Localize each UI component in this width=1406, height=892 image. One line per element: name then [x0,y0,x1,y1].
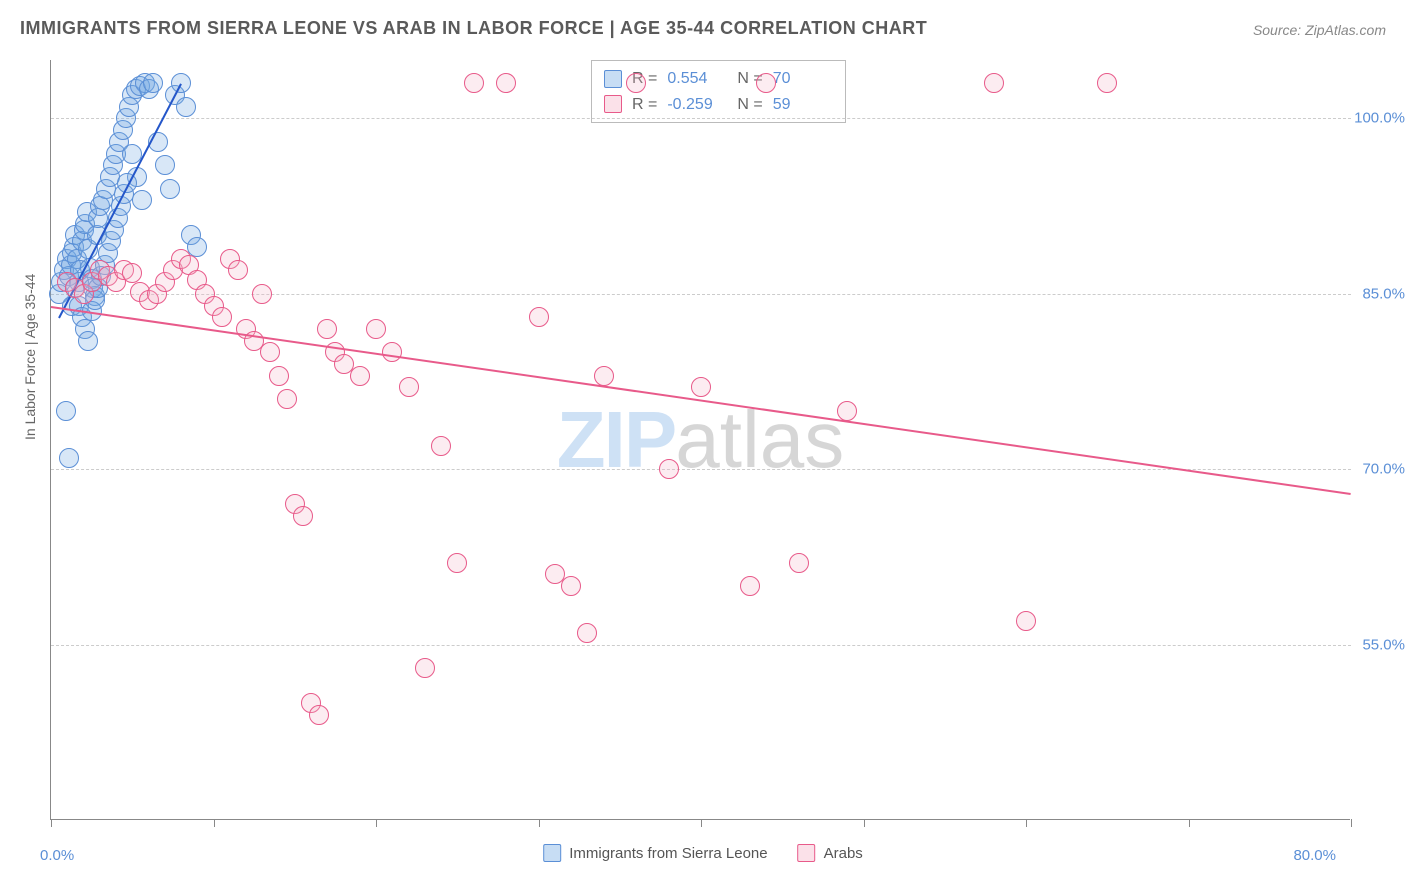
x-tick [376,819,377,827]
r-value: 0.554 [667,66,727,92]
grid-line [51,645,1351,646]
data-point [789,553,809,573]
y-tick-label: 100.0% [1354,110,1405,127]
data-point [155,155,175,175]
x-axis-min-label: 0.0% [40,847,74,864]
data-point [228,260,248,280]
data-point [212,307,232,327]
x-tick [214,819,215,827]
legend-item: Arabs [798,844,863,862]
data-point [269,366,289,386]
data-point [122,263,142,283]
data-point [1016,611,1036,631]
data-point [176,97,196,117]
y-tick-label: 70.0% [1362,461,1405,478]
legend-swatch [604,95,622,113]
watermark: ZIPatlas [557,394,844,486]
data-point [260,342,280,362]
y-tick-label: 85.0% [1362,285,1405,302]
n-value: 70 [773,66,833,92]
data-point [577,623,597,643]
data-point [756,73,776,93]
data-point [143,73,163,93]
grid-line [51,118,1351,119]
data-point [659,459,679,479]
r-value: -0.259 [667,92,727,118]
legend-swatch [543,844,561,862]
legend-swatch [604,70,622,88]
y-tick-label: 55.0% [1362,636,1405,653]
data-point [626,73,646,93]
plot-area: ZIPatlas R =0.554N =70R =-0.259N =59 55.… [50,60,1350,820]
data-point [529,307,549,327]
legend-item: Immigrants from Sierra Leone [543,844,767,862]
trend-line [51,306,1351,495]
data-point [447,553,467,573]
data-point [160,179,180,199]
data-point [1097,73,1117,93]
data-point [56,401,76,421]
chart-container: IMMIGRANTS FROM SIERRA LEONE VS ARAB IN … [0,0,1406,892]
data-point [382,342,402,362]
data-point [837,401,857,421]
correlation-legend: R = 0.554 N = 70R = -0.259 N = 59 [591,60,846,123]
n-label: N = [737,92,762,118]
data-point [740,576,760,596]
legend-swatch [798,844,816,862]
legend-label: Immigrants from Sierra Leone [569,845,767,862]
x-tick [701,819,702,827]
chart-title: IMMIGRANTS FROM SIERRA LEONE VS ARAB IN … [20,18,927,39]
data-point [132,190,152,210]
data-point [464,73,484,93]
data-point [293,506,313,526]
data-point [561,576,581,596]
y-axis-title: In Labor Force | Age 35-44 [22,274,38,440]
x-tick [539,819,540,827]
grid-line [51,469,1351,470]
x-tick [1351,819,1352,827]
data-point [594,366,614,386]
data-point [252,284,272,304]
data-point [984,73,1004,93]
n-value: 59 [773,92,833,118]
x-tick [1189,819,1190,827]
series-legend: Immigrants from Sierra Leone Arabs [543,844,863,862]
source-attribution: Source: ZipAtlas.com [1253,22,1386,38]
data-point [350,366,370,386]
data-point [431,436,451,456]
data-point [399,377,419,397]
legend-row: R = -0.259 N = 59 [604,92,833,118]
data-point [277,389,297,409]
data-point [496,73,516,93]
x-tick [51,819,52,827]
grid-line [51,294,1351,295]
x-tick [1026,819,1027,827]
x-tick [864,819,865,827]
x-axis-max-label: 80.0% [1293,847,1336,864]
data-point [317,319,337,339]
data-point [366,319,386,339]
data-point [415,658,435,678]
data-point [691,377,711,397]
legend-label: Arabs [824,845,863,862]
data-point [309,705,329,725]
data-point [78,331,98,351]
data-point [59,448,79,468]
r-label: R = [632,92,657,118]
